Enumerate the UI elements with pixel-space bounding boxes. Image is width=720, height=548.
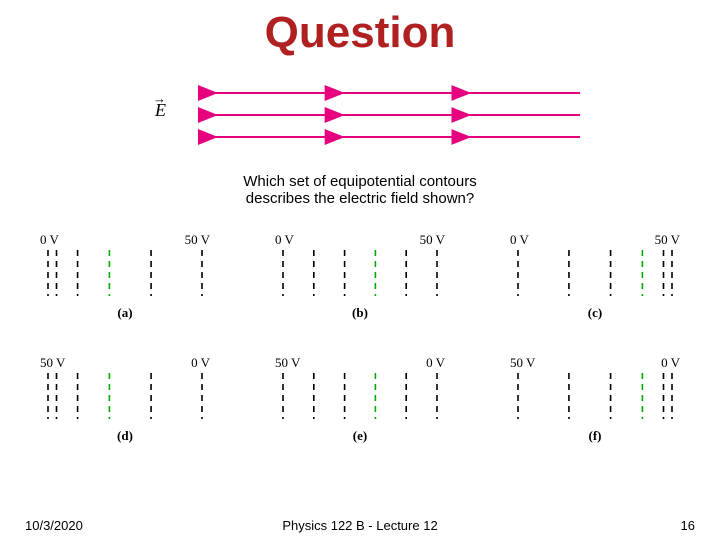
svg-text:(c): (c) [588, 305, 602, 320]
svg-text:(b): (b) [352, 305, 368, 320]
option-c: 0 V 50 V (c) [490, 228, 700, 323]
option-d: 50 V 0 V (d) [20, 351, 230, 446]
field-arrows-diagram [140, 83, 580, 153]
svg-text:(e): (e) [353, 428, 367, 443]
svg-text:(f): (f) [589, 428, 602, 443]
footer-page: 16 [681, 518, 695, 533]
option-e: 50 V 0 V (e) [255, 351, 465, 446]
option-f: 50 V 0 V (f) [490, 351, 700, 446]
svg-text:(a): (a) [117, 305, 132, 320]
option-a: 0 V 50 V (a) [20, 228, 230, 323]
options-row-1: 0 V 50 V (a) 0 V 50 V (b) 0 V 50 V (c) [20, 228, 700, 323]
svg-text:0 V: 0 V [191, 355, 211, 370]
svg-text:0 V: 0 V [275, 232, 295, 247]
svg-text:0 V: 0 V [426, 355, 446, 370]
footer-course: Physics 122 B - Lecture 12 [0, 518, 720, 533]
svg-text:50 V: 50 V [185, 232, 211, 247]
svg-text:50 V: 50 V [655, 232, 681, 247]
options-row-2: 50 V 0 V (d) 50 V 0 V (e) 50 V 0 V (f) [20, 351, 700, 446]
slide-title: Question [0, 8, 720, 58]
prompt-line-1: Which set of equipotential contours [243, 173, 476, 190]
options-grid: 0 V50 V(a) 0 V50 V(b) 0 V50 V(c) 50 V0 V… [20, 228, 700, 474]
svg-text:0 V: 0 V [510, 232, 530, 247]
option-b: 0 V 50 V (b) [255, 228, 465, 323]
prompt-line-2: describes the electric field shown? [246, 190, 474, 207]
question-prompt: Which set of equipotential contours desc… [0, 173, 720, 207]
svg-text:50 V: 50 V [40, 355, 66, 370]
svg-text:0 V: 0 V [661, 355, 681, 370]
svg-text:50 V: 50 V [275, 355, 301, 370]
svg-text:50 V: 50 V [510, 355, 536, 370]
svg-text:0 V: 0 V [40, 232, 60, 247]
svg-text:(d): (d) [117, 428, 133, 443]
svg-text:50 V: 50 V [420, 232, 446, 247]
